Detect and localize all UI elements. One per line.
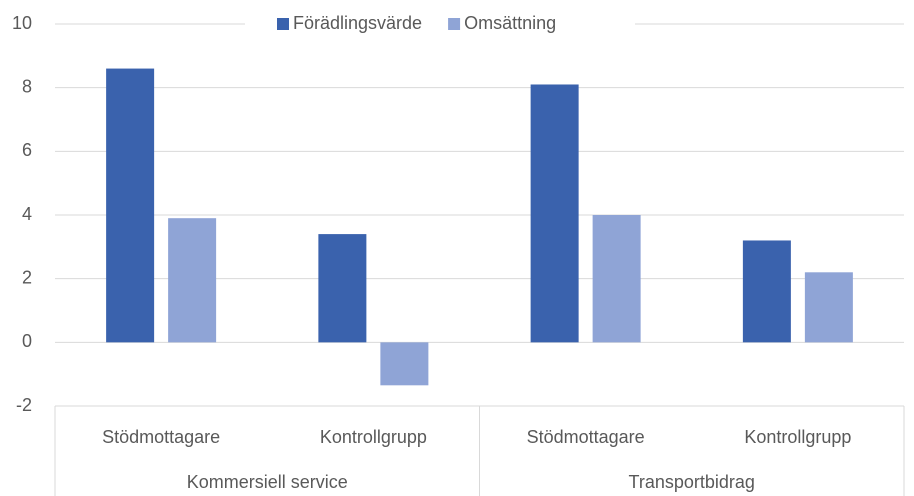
bar: [168, 218, 217, 343]
y-tick-label: 4: [22, 204, 32, 224]
legend-label: Omsättning: [464, 13, 556, 33]
x-tick-label: Kontrollgrupp: [744, 427, 851, 447]
legend-swatch: [448, 18, 461, 30]
group-label: Kommersiell service: [187, 472, 348, 492]
y-tick-label: 6: [22, 140, 32, 160]
bar: [530, 84, 579, 343]
legend-label: Förädlingsvärde: [293, 13, 422, 33]
x-tick-label: Stödmottagare: [527, 427, 645, 447]
bar: [318, 234, 367, 343]
bar: [106, 68, 155, 343]
y-tick-label: 8: [22, 76, 32, 96]
y-tick-label: 10: [12, 13, 32, 33]
group-label: Transportbidrag: [629, 472, 755, 492]
x-tick-label: Stödmottagare: [102, 427, 220, 447]
bar: [592, 215, 641, 343]
y-tick-label: 0: [22, 331, 32, 351]
legend-background: [245, 10, 635, 40]
x-tick-label: Kontrollgrupp: [320, 427, 427, 447]
bar: [742, 240, 791, 343]
y-tick-label: -2: [16, 395, 32, 415]
bar: [380, 342, 429, 386]
legend-swatch: [277, 18, 289, 30]
bar: [804, 272, 853, 343]
y-tick-label: 2: [22, 267, 32, 287]
